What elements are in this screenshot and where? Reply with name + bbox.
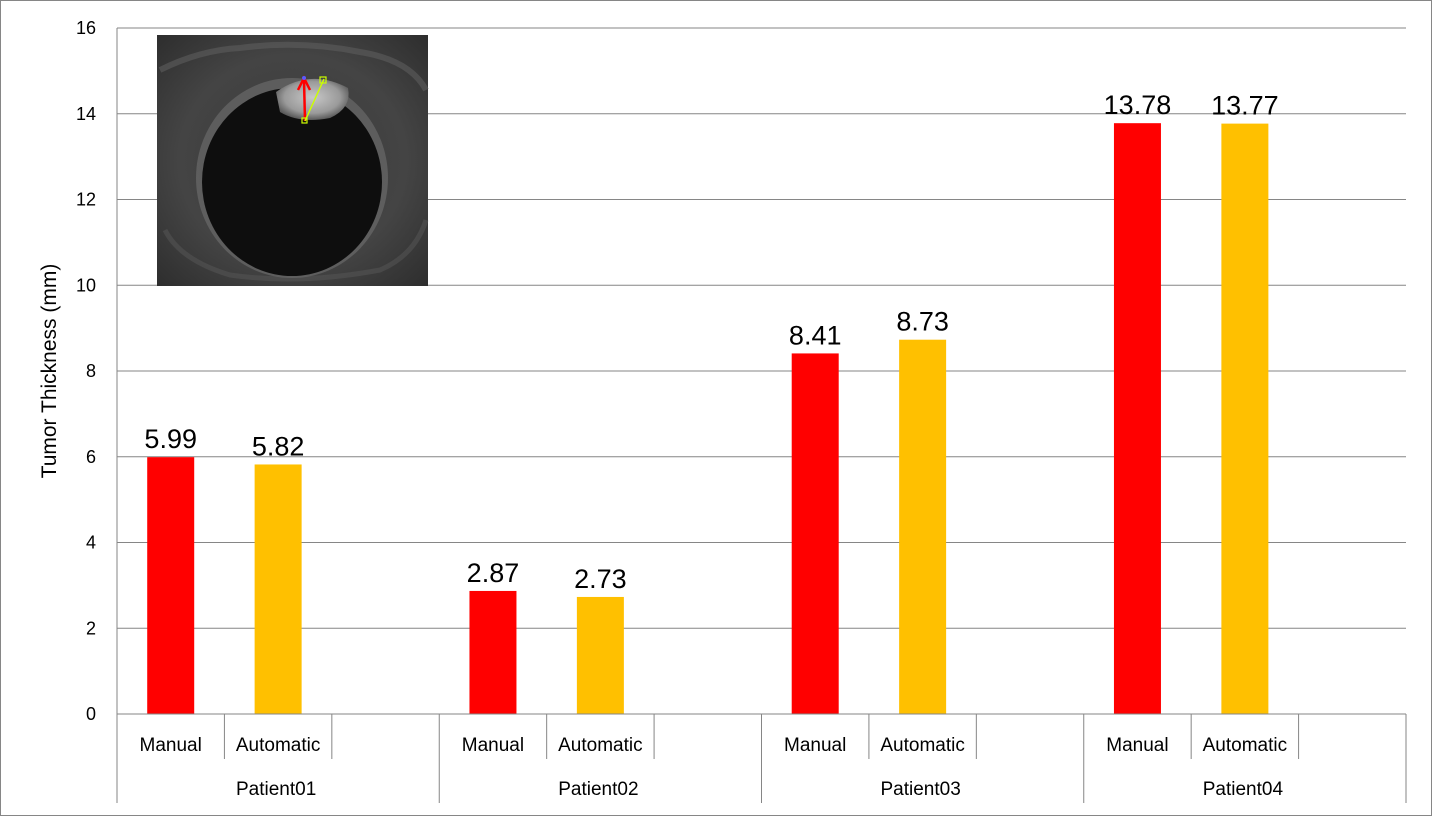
value-labels: 5.99 5.82 2.87 2.73 8.41 8.73 13.78 13.77 — [144, 90, 1278, 594]
bar-manual-patient04 — [1113, 123, 1161, 715]
value-label: 5.82 — [252, 431, 305, 461]
y-tick-label: 6 — [86, 447, 96, 467]
bar-manual-patient01 — [147, 457, 195, 714]
x-tick-label: Automatic — [558, 735, 642, 756]
x-axis: Manual Automatic Patient01 Manual Automatic P… — [116, 713, 1407, 803]
y-tick-label: 4 — [86, 533, 96, 553]
bar-manual-patient03 — [791, 353, 839, 714]
y-tick-label: 8 — [86, 361, 96, 381]
value-label: 13.77 — [1211, 91, 1279, 121]
bar-automatic-patient01 — [254, 464, 302, 714]
value-label: 2.87 — [467, 558, 520, 588]
value-label: 5.99 — [144, 424, 197, 454]
y-tick-label: 12 — [76, 190, 96, 210]
group-label: Patient02 — [558, 779, 638, 800]
y-tick-label: 0 — [86, 704, 96, 724]
bar-manual-patient02 — [469, 590, 517, 714]
x-tick-label: Automatic — [236, 735, 320, 756]
bar-automatic-patient02 — [576, 596, 624, 714]
bar-automatic-patient04 — [1221, 123, 1269, 714]
value-label: 8.73 — [896, 307, 949, 337]
y-tick-label: 10 — [76, 275, 96, 295]
bars — [147, 123, 1269, 715]
group-label: Patient01 — [236, 779, 316, 800]
y-tick-label: 14 — [76, 104, 96, 124]
y-tick-label: 2 — [86, 618, 96, 638]
inset-eye-scan-image — [157, 35, 429, 286]
value-label: 8.41 — [789, 320, 842, 350]
group-label: Patient03 — [880, 779, 960, 800]
x-tick-label: Automatic — [880, 735, 964, 756]
y-axis-label: Tumor Thickness (mm) — [38, 264, 61, 479]
x-tick-label: Manual — [784, 735, 846, 756]
x-tick-label: Automatic — [1203, 735, 1287, 756]
y-tick-label: 16 — [76, 18, 96, 38]
group-label: Patient04 — [1203, 779, 1284, 800]
value-label: 13.78 — [1104, 90, 1172, 120]
value-label: 2.73 — [574, 564, 627, 594]
bar-automatic-patient03 — [899, 339, 947, 714]
x-tick-label: Manual — [462, 735, 524, 756]
x-tick-label: Manual — [140, 735, 202, 756]
x-tick-label: Manual — [1106, 735, 1168, 756]
y-axis-ticks: 0 2 4 6 8 10 12 14 16 — [76, 18, 96, 724]
